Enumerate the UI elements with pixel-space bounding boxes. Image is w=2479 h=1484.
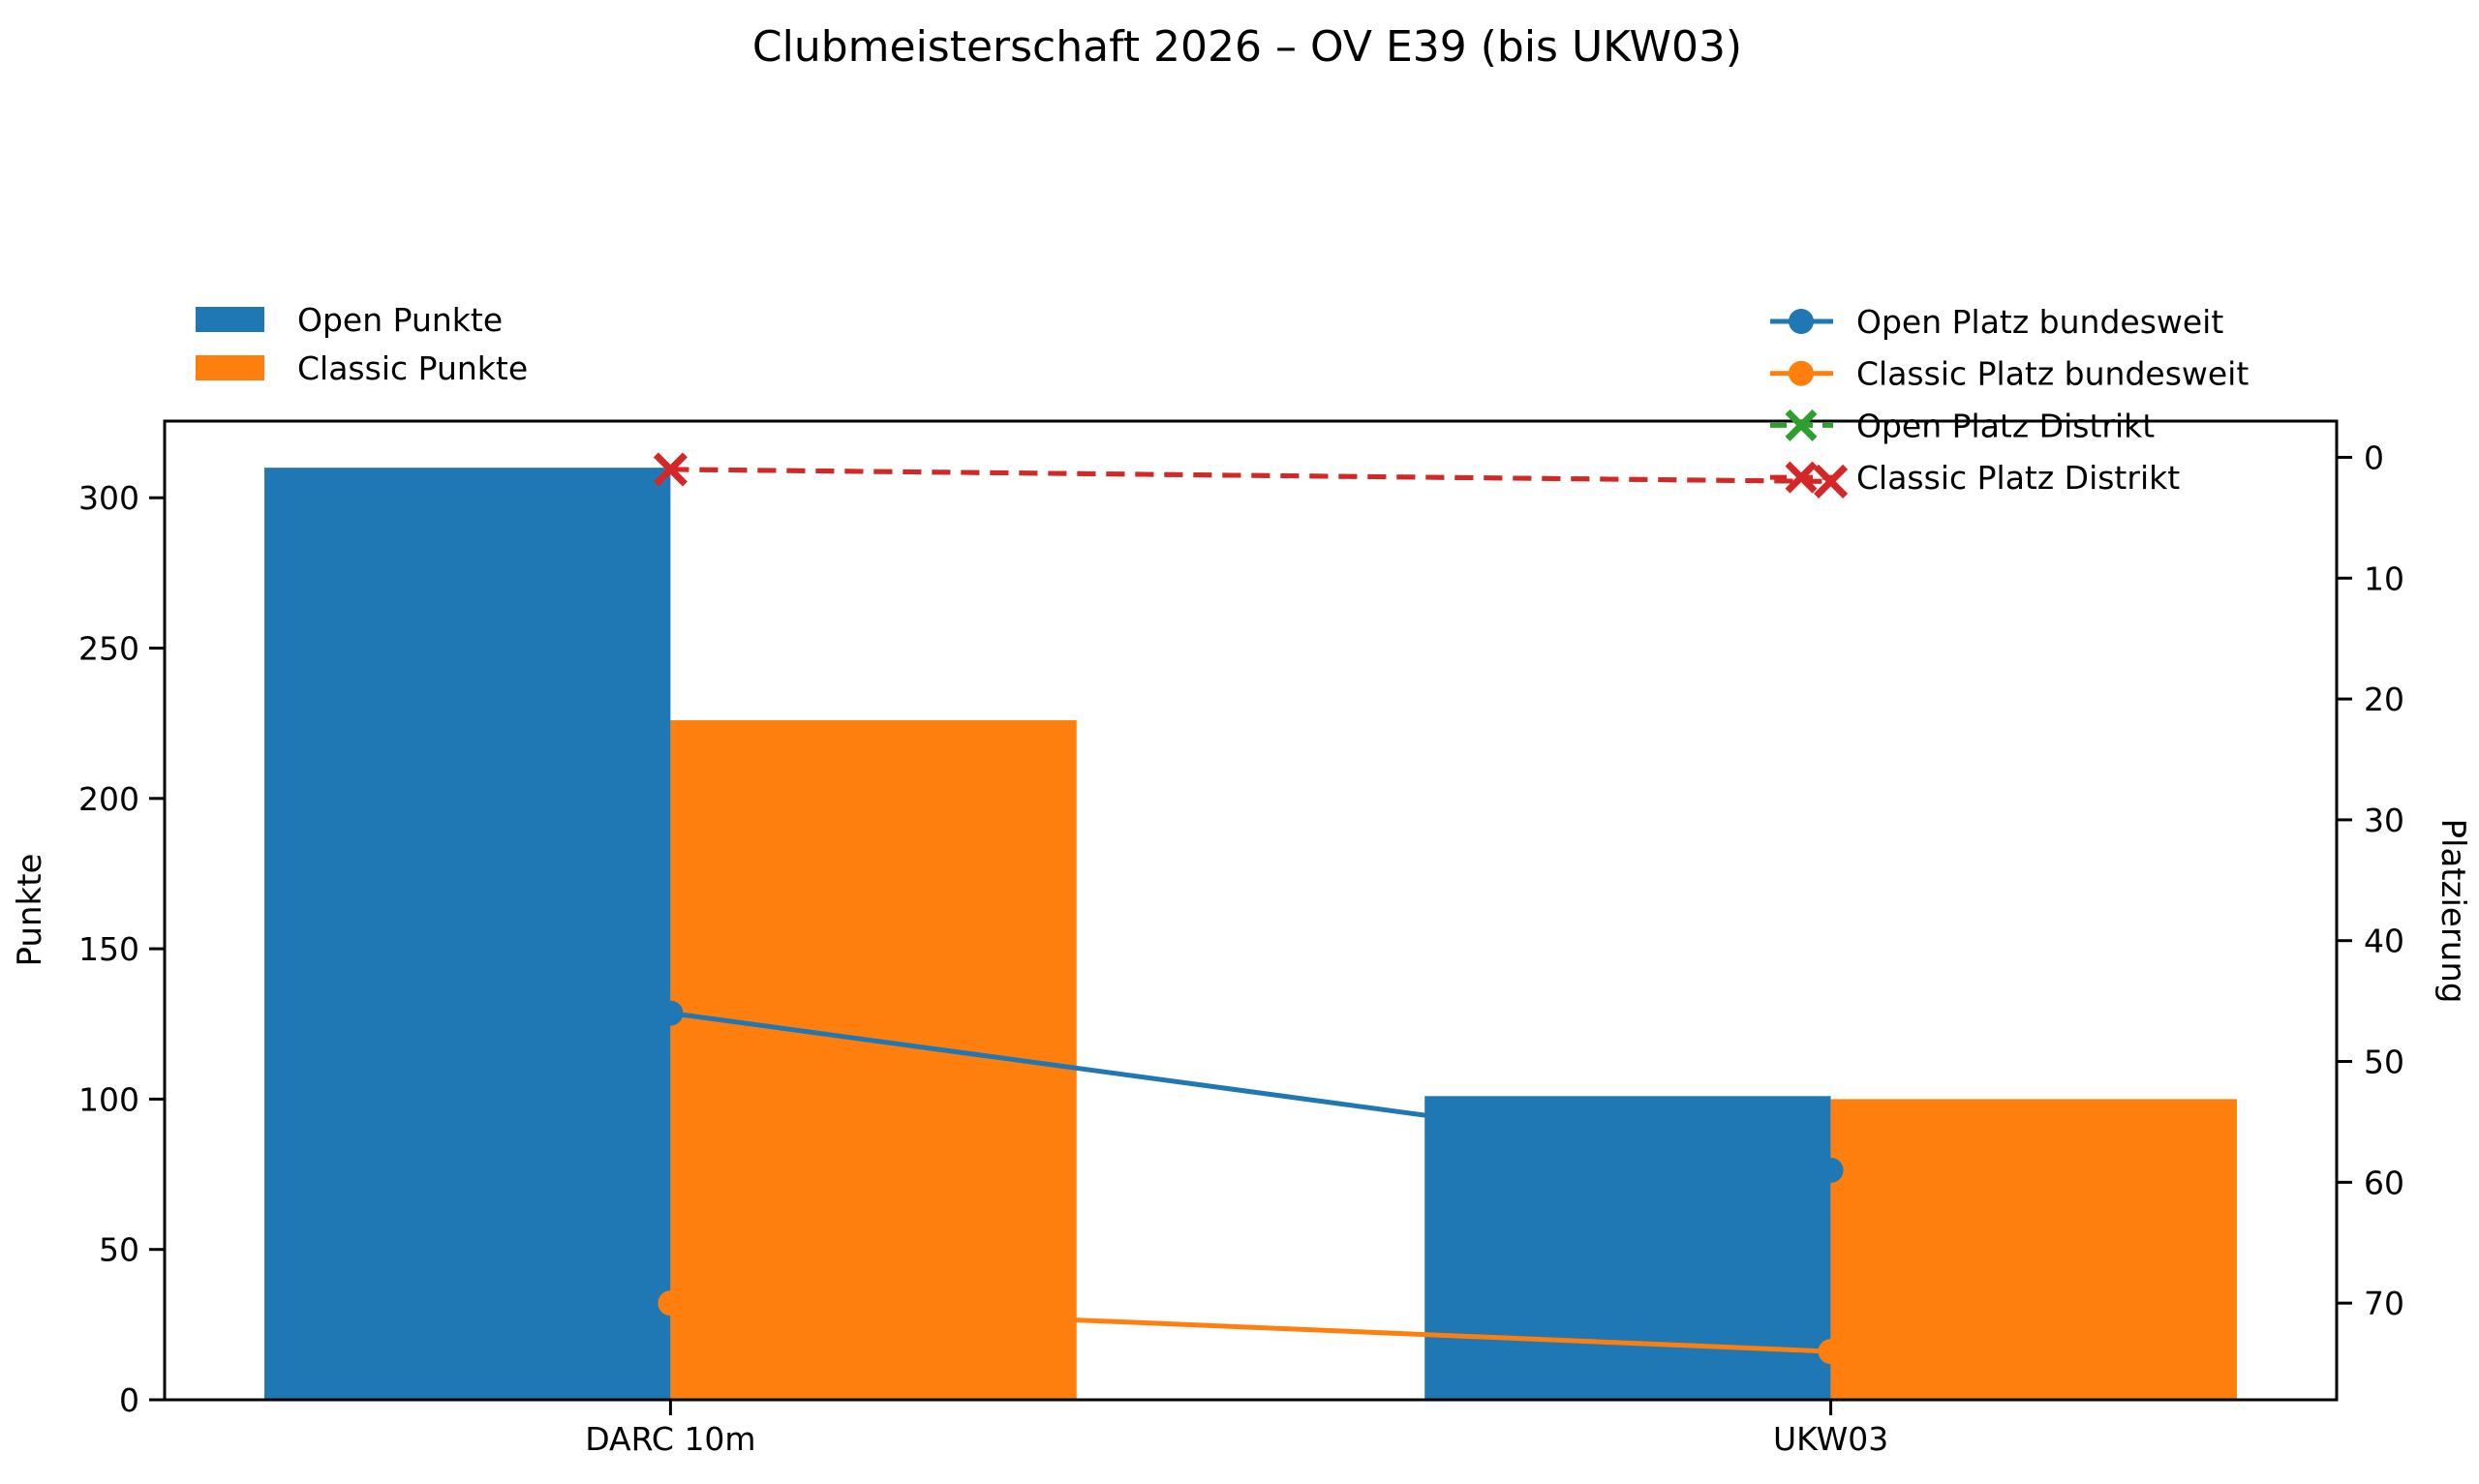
legend-item-classic-platz-distrikt: Classic Platz Distrikt [1770,459,2180,497]
legend-label: Classic Punkte [297,349,528,387]
bar-open-punkte-darc-10m [264,468,671,1401]
circle-marker-icon-open-platz-bundesweit-1 [1818,1157,1844,1183]
x-tick-label-darc-10m: DARC 10m [585,1420,755,1458]
left-axis-tick-label: 250 [78,630,139,668]
plot-border [163,419,2339,1402]
right-axis-tick-label: 50 [2364,1044,2404,1081]
line-classic-platz-distrikt [670,467,1831,484]
legend-label: Open Punkte [297,301,503,339]
left-axis-tick-label: 150 [78,930,139,968]
left-axis-tick-label: 300 [78,479,139,517]
legend-swatch-icon [196,307,264,332]
x-marker-icon-classic-platz-distrikt-0 [653,452,688,487]
legend-label: Classic Platz Distrikt [1856,459,2180,497]
right-axis-label: Platzierung [2433,819,2472,1004]
left-axis-tick-label: 200 [78,780,139,818]
circle-marker-icon [1789,309,1814,334]
bar-classic-punkte-ukw03 [1830,1099,2237,1400]
lines-layer [653,452,1849,1365]
legend-label: Classic Platz bundesweit [1856,355,2249,393]
legend-item-classic-punkte: Classic Punkte [196,349,528,387]
legend-label: Open Platz Distrikt [1856,407,2155,444]
chart-title: Clubmeisterschaft 2026 – OV E39 (bis UKW… [752,22,1742,72]
right-axis-tick-label: 70 [2364,1285,2404,1322]
right-axis-tick-label: 0 [2364,439,2384,476]
right-axis-tick-label: 10 [2364,560,2404,597]
left-axis-label: Punkte [11,854,49,967]
legend-label: Open Platz bundesweit [1856,303,2223,341]
left-axis-tick-label: 0 [119,1381,139,1419]
legend-item-open-platz-distrikt: Open Platz Distrikt [1770,407,2155,444]
x-tick-label-ukw03: UKW03 [1773,1420,1888,1458]
bars-layer [264,468,2237,1401]
legend-item-open-punkte: Open Punkte [196,301,503,339]
left-axis-tick-label: 100 [78,1080,139,1118]
circle-marker-icon-classic-platz-bundesweit-0 [658,1290,684,1317]
left-axis-tick-label: 50 [99,1231,139,1269]
line-open-platz-distrikt [670,467,1831,484]
legends-layer: Open Punkte Classic Punkte Open Platz bund… [196,301,2249,497]
axes-layer [149,419,2352,1415]
x-marker-icon [1785,461,1818,494]
line-open-platz-bundesweit [670,1011,1831,1173]
legend-item-classic-platz-bundesweit: Classic Platz bundesweit [1770,355,2249,393]
legend-item-open-platz-bundesweit: Open Platz bundesweit [1770,303,2223,341]
right-axis-tick-label: 40 [2364,923,2404,960]
circle-marker-icon [1789,360,1814,386]
x-marker-icon [1785,409,1818,441]
right-axis-tick-label: 60 [2364,1164,2404,1201]
x-marker-icon-classic-platz-distrikt-1 [1814,464,1849,499]
legend-swatch-icon [196,355,264,380]
circle-marker-icon-open-platz-bundesweit-0 [658,1000,684,1026]
right-axis-tick-label: 30 [2364,802,2404,839]
right-axis-tick-label: 20 [2364,681,2404,718]
circle-marker-icon-classic-platz-bundesweit-1 [1818,1339,1844,1365]
tick-labels-layer: 0 50 100 150 200 250 300 0 10 20 30 40 50 60 70 DARC 10… [78,439,2404,1458]
line-classic-platz-bundesweit [670,1300,1831,1354]
